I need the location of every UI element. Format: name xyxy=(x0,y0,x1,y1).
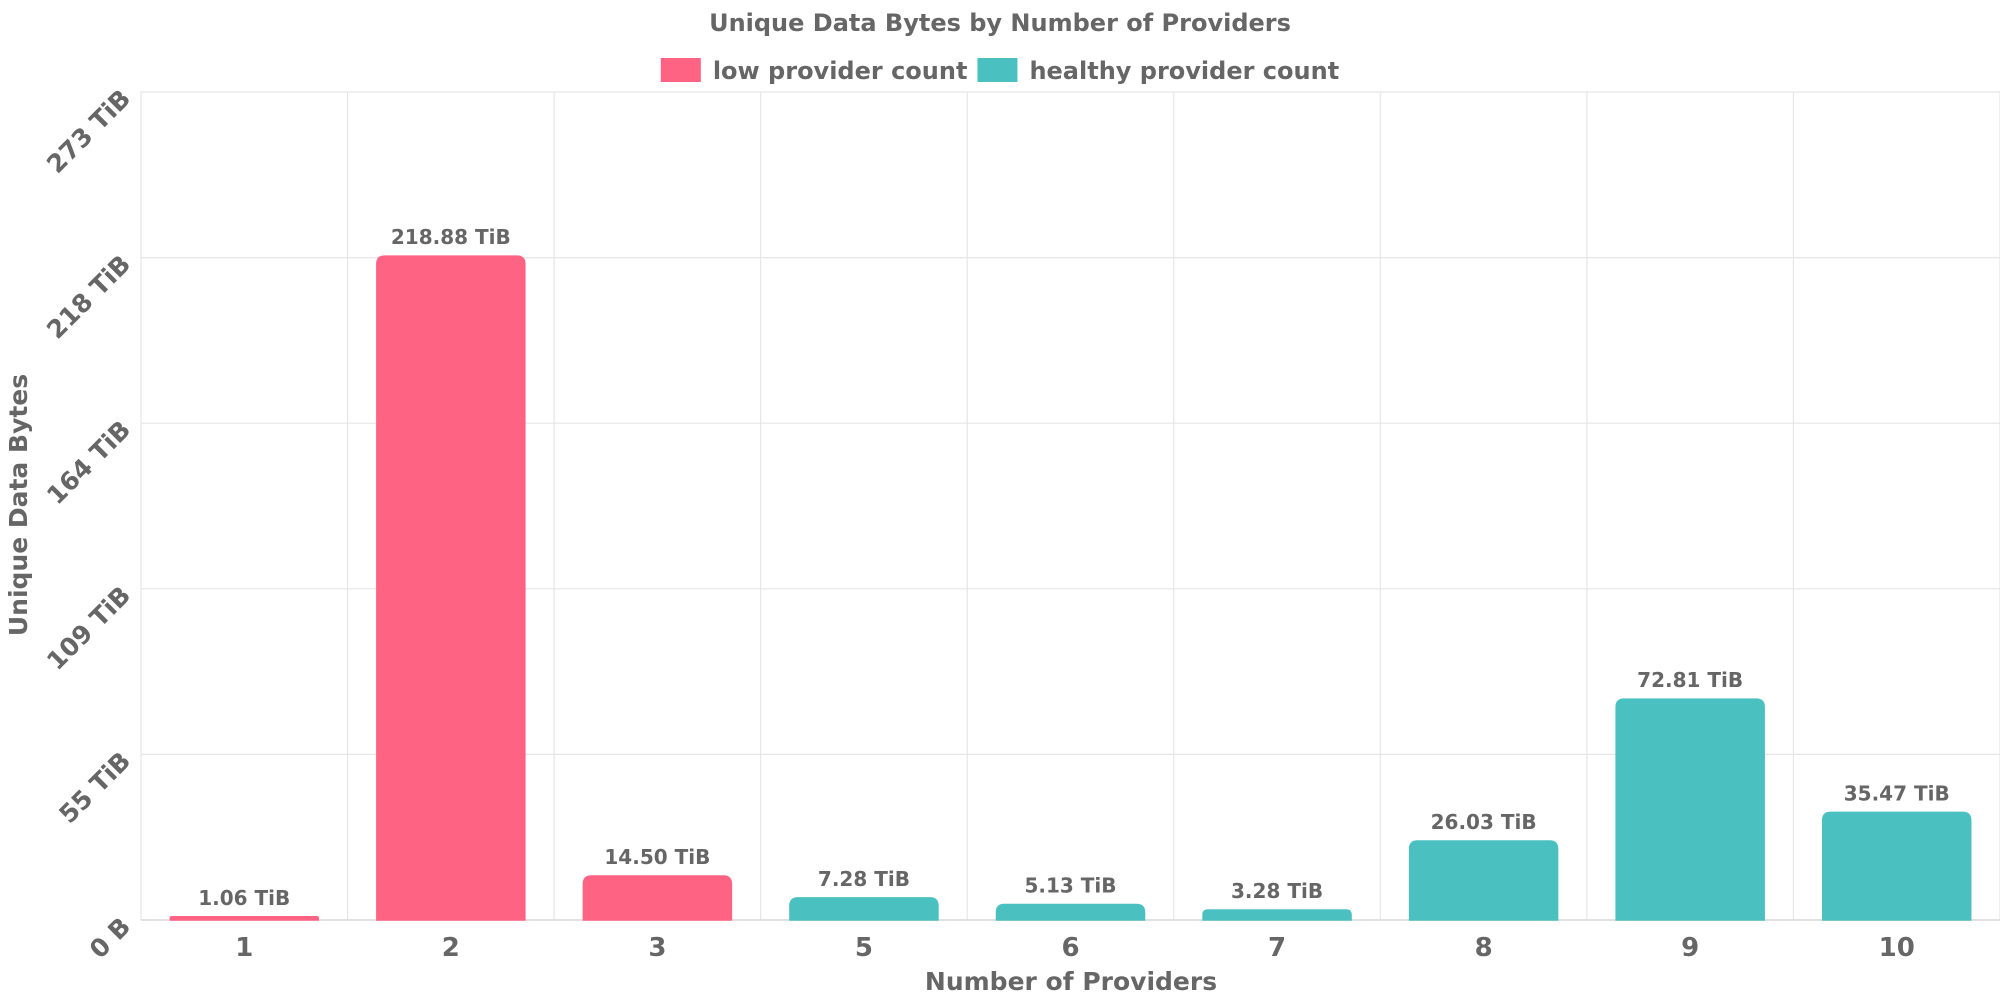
bar-value-label: 5.13 TiB xyxy=(1024,873,1116,897)
bar-value-label: 72.81 TiB xyxy=(1637,668,1743,692)
y-tick-label: 0 B xyxy=(84,912,136,964)
bar[interactable] xyxy=(789,897,939,921)
legend-swatch xyxy=(660,58,701,82)
y-tick-label: 164 TiB xyxy=(41,415,136,510)
bar[interactable] xyxy=(169,916,320,921)
x-tick-label: 6 xyxy=(1061,933,1079,963)
bar[interactable] xyxy=(995,903,1146,921)
bar-value-label: 26.03 TiB xyxy=(1431,810,1537,834)
bar[interactable] xyxy=(376,255,526,921)
bar[interactable] xyxy=(1408,840,1559,921)
legend-item[interactable]: low provider count xyxy=(660,57,968,85)
bar-value-label: 7.28 TiB xyxy=(818,867,910,891)
bar-value-label: 14.50 TiB xyxy=(604,845,710,869)
bar-value-label: 3.28 TiB xyxy=(1231,879,1323,903)
bar-value-label: 218.88 TiB xyxy=(391,225,511,249)
y-axis-label: Unique Data Bytes xyxy=(4,374,33,636)
bar[interactable] xyxy=(1615,698,1765,921)
y-tick-label: 218 TiB xyxy=(41,249,136,344)
y-tick-label: 109 TiB xyxy=(41,581,136,676)
legend-label: healthy provider count xyxy=(1029,57,1339,85)
value-labels-group: 1.06 TiB 218.88 TiB 14.50 TiB 7.28 TiB 5.13 … xyxy=(198,225,1949,910)
x-tick-label: 7 xyxy=(1268,933,1286,963)
x-tick-label: 3 xyxy=(648,933,666,963)
y-tick-labels-group: 0 B 55 TiB 109 TiB 164 TiB 218 TiB 273 TiB xyxy=(41,84,136,964)
x-tick-label: 10 xyxy=(1879,933,1915,963)
y-tick-label: 55 TiB xyxy=(53,746,136,829)
x-tick-label: 8 xyxy=(1475,933,1493,963)
bar-value-label: 1.06 TiB xyxy=(198,886,290,910)
bars-group xyxy=(169,255,1972,921)
x-tick-label: 2 xyxy=(442,933,460,963)
x-tick-labels-group: 1 2 3 5 6 7 8 9 10 xyxy=(235,933,1915,963)
bar[interactable] xyxy=(1202,909,1352,921)
x-tick-label: 9 xyxy=(1681,933,1699,963)
legend[interactable]: low provider count healthy provider count xyxy=(660,57,1339,85)
x-tick-label: 1 xyxy=(235,933,253,963)
x-tick-label: 5 xyxy=(855,933,873,963)
bar[interactable] xyxy=(582,875,733,921)
y-tick-label: 273 TiB xyxy=(41,84,136,179)
legend-label: low provider count xyxy=(713,57,968,85)
legend-item[interactable]: healthy provider count xyxy=(977,57,1339,85)
chart-title: Unique Data Bytes by Number of Providers xyxy=(709,9,1291,37)
bar[interactable] xyxy=(1821,811,1972,921)
bar-value-label: 35.47 TiB xyxy=(1844,781,1950,805)
x-axis-label: Number of Providers xyxy=(925,967,1217,996)
legend-swatch xyxy=(977,58,1018,82)
